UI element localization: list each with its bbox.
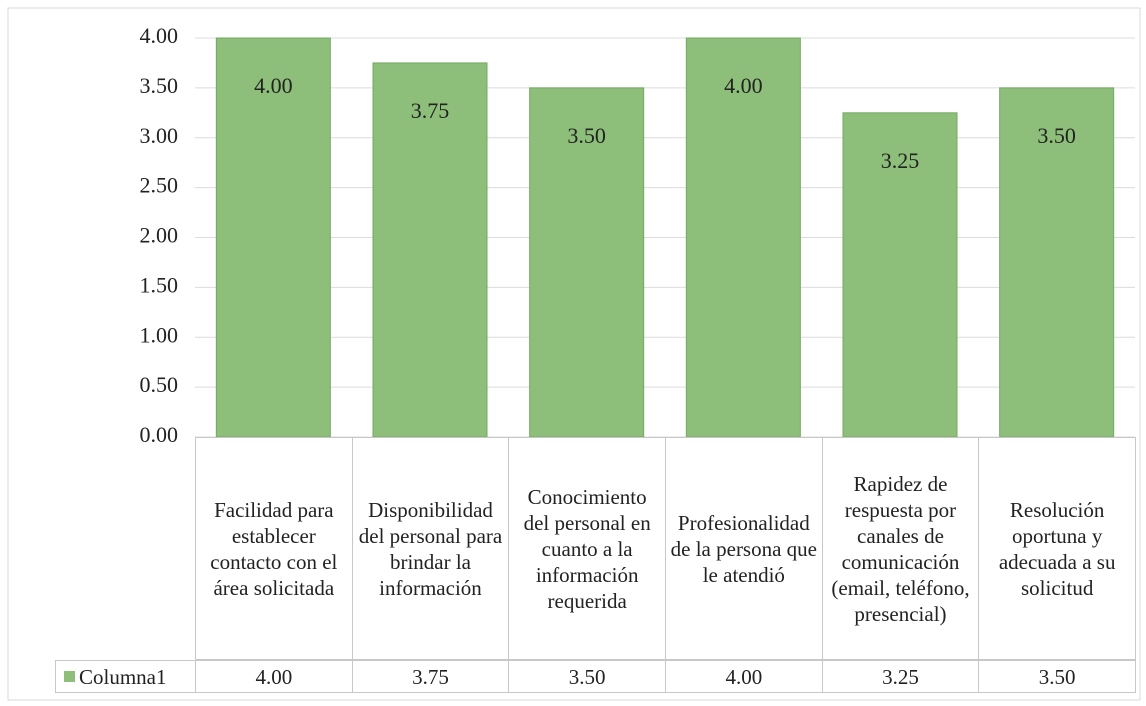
bar — [529, 87, 645, 438]
table-value: 3.75 — [351, 660, 510, 693]
cell-text: Rapidez de respuesta por canales de comu… — [831, 471, 970, 626]
bar — [215, 37, 331, 438]
category-cell: Disponibilidad del personal para brindar… — [351, 437, 510, 660]
cell-text: Profesionalidad de la persona que le ate… — [670, 510, 817, 587]
category-cell: Profesionalidad de la persona que le ate… — [665, 437, 823, 660]
legend-cell: Columna1 — [55, 660, 196, 693]
y-tick-label: 1.00 — [140, 322, 179, 347]
bar — [842, 112, 958, 438]
data-label: 3.75 — [411, 98, 450, 123]
category-cell: Conocimiento del personal en cuanto a la… — [508, 437, 666, 660]
table-value: 3.50 — [508, 660, 666, 693]
data-label: 3.50 — [567, 123, 606, 148]
bar — [372, 62, 488, 438]
y-tick-label: 2.50 — [140, 173, 179, 198]
cell-text: 4.00 — [255, 664, 293, 689]
category-cell: Facilidad para establecer contacto con e… — [195, 437, 353, 660]
cell-text: Resolución oportuna y adecuada a su soli… — [998, 497, 1116, 600]
data-label: 3.50 — [1037, 123, 1076, 148]
cell-text: Facilidad para establecer contacto con e… — [210, 497, 338, 600]
bar — [999, 87, 1115, 438]
category-cell: Rapidez de respuesta por canales de comu… — [821, 437, 980, 660]
y-tick-label: 4.00 — [140, 23, 179, 48]
legend-swatch — [64, 671, 75, 682]
table-value: 3.25 — [821, 660, 980, 693]
y-tick-label: 3.50 — [140, 73, 179, 98]
table-value: 3.50 — [978, 660, 1136, 693]
y-tick-label: 3.00 — [140, 123, 179, 148]
y-tick-label: 1.50 — [140, 272, 179, 297]
cell-text: 3.75 — [412, 664, 449, 689]
table-value: 4.00 — [195, 660, 353, 693]
data-label: 3.25 — [881, 148, 920, 173]
cell-text: Conocimiento del personal en cuanto a la… — [523, 484, 651, 613]
cell-text: Columna1 — [79, 664, 167, 689]
data-label: 4.00 — [724, 73, 763, 98]
frame — [7, 7, 1141, 701]
table-value: 4.00 — [665, 660, 823, 693]
y-tick-label: 0.50 — [140, 372, 179, 397]
cell-text: 3.50 — [1038, 664, 1076, 689]
cell-text: Disponibilidad del personal para brindar… — [358, 497, 503, 600]
y-tick-label: 2.00 — [140, 223, 179, 248]
cell-text: 3.25 — [882, 664, 919, 689]
y-tick-label: 0.00 — [140, 422, 179, 447]
cell-text: 4.00 — [725, 664, 763, 689]
bar — [685, 37, 801, 438]
data-label: 4.00 — [254, 73, 293, 98]
cell-text: 3.50 — [568, 664, 606, 689]
category-cell: Resolución oportuna y adecuada a su soli… — [978, 437, 1136, 660]
